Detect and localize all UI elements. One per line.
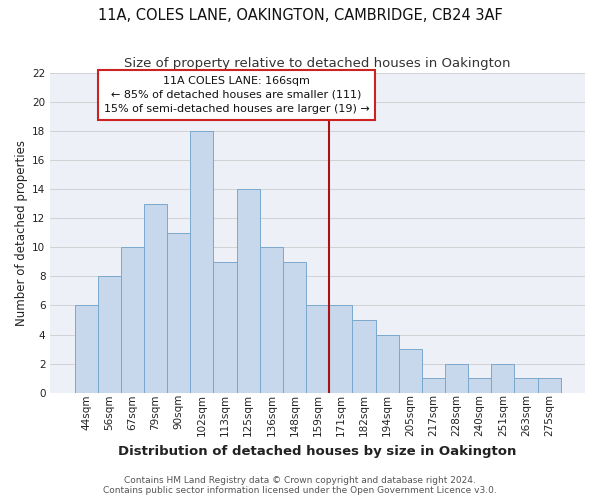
Bar [538, 378, 560, 392]
Bar [329, 306, 352, 392]
Bar [214, 262, 236, 392]
Bar [306, 306, 329, 392]
Text: Contains HM Land Registry data © Crown copyright and database right 2024.
Contai: Contains HM Land Registry data © Crown c… [103, 476, 497, 495]
Text: 11A COLES LANE: 166sqm
← 85% of detached houses are smaller (111)
15% of semi-de: 11A COLES LANE: 166sqm ← 85% of detached… [104, 76, 370, 114]
Bar [121, 248, 144, 392]
Bar [167, 233, 190, 392]
Bar [283, 262, 306, 392]
Bar [468, 378, 491, 392]
X-axis label: Distribution of detached houses by size in Oakington: Distribution of detached houses by size … [118, 444, 517, 458]
Bar [352, 320, 376, 392]
Title: Size of property relative to detached houses in Oakington: Size of property relative to detached ho… [124, 58, 511, 70]
Bar [74, 306, 98, 392]
Bar [514, 378, 538, 392]
Bar [98, 276, 121, 392]
Bar [491, 364, 514, 392]
Text: 11A, COLES LANE, OAKINGTON, CAMBRIDGE, CB24 3AF: 11A, COLES LANE, OAKINGTON, CAMBRIDGE, C… [98, 8, 502, 22]
Bar [144, 204, 167, 392]
Bar [260, 248, 283, 392]
Y-axis label: Number of detached properties: Number of detached properties [15, 140, 28, 326]
Bar [445, 364, 468, 392]
Bar [376, 334, 398, 392]
Bar [236, 190, 260, 392]
Bar [190, 131, 214, 392]
Bar [422, 378, 445, 392]
Bar [398, 349, 422, 393]
